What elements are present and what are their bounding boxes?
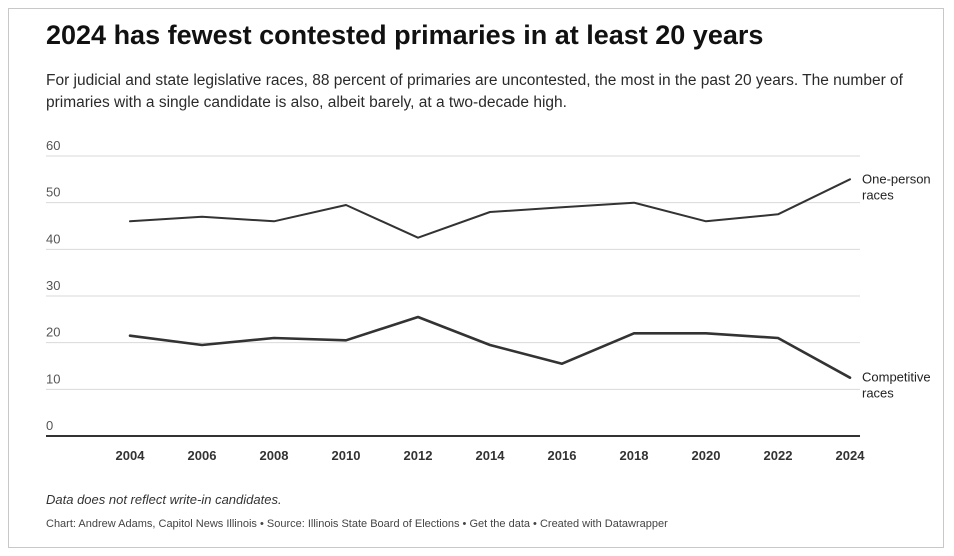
y-tick-label: 40 [46, 231, 60, 246]
x-tick-label: 2006 [188, 448, 217, 463]
series-label: races [862, 386, 894, 401]
series-line [128, 315, 852, 380]
x-tick-label: 2010 [332, 448, 361, 463]
y-tick-label: 0 [46, 418, 53, 433]
series-label: Competitive [862, 370, 931, 385]
x-tick-label: 2008 [260, 448, 289, 463]
y-tick-label: 20 [46, 325, 60, 340]
x-tick-label: 2018 [620, 448, 649, 463]
x-tick-label: 2022 [764, 448, 793, 463]
chart-credits: Chart: Andrew Adams, Capitol News Illino… [46, 518, 668, 530]
x-tick-label: 2012 [404, 448, 433, 463]
chart-subtitle: For judicial and state legislative races… [46, 72, 903, 111]
y-tick-label: 30 [46, 278, 60, 293]
y-tick-label: 60 [46, 138, 60, 153]
x-tick-label: 2024 [836, 448, 866, 463]
y-tick-label: 50 [46, 185, 60, 200]
y-tick-label: 10 [46, 371, 60, 386]
chart-frame [8, 8, 944, 548]
series-line [129, 178, 851, 239]
chart-note: Data does not reflect write-in candidate… [46, 492, 282, 507]
series-label: One-person [862, 171, 931, 186]
x-tick-label: 2014 [476, 448, 506, 463]
chart-title: 2024 has fewest contested primaries in a… [46, 20, 764, 50]
x-tick-label: 2020 [692, 448, 721, 463]
x-tick-label: 2016 [548, 448, 577, 463]
series-label: races [862, 187, 894, 202]
x-tick-label: 2004 [116, 448, 146, 463]
